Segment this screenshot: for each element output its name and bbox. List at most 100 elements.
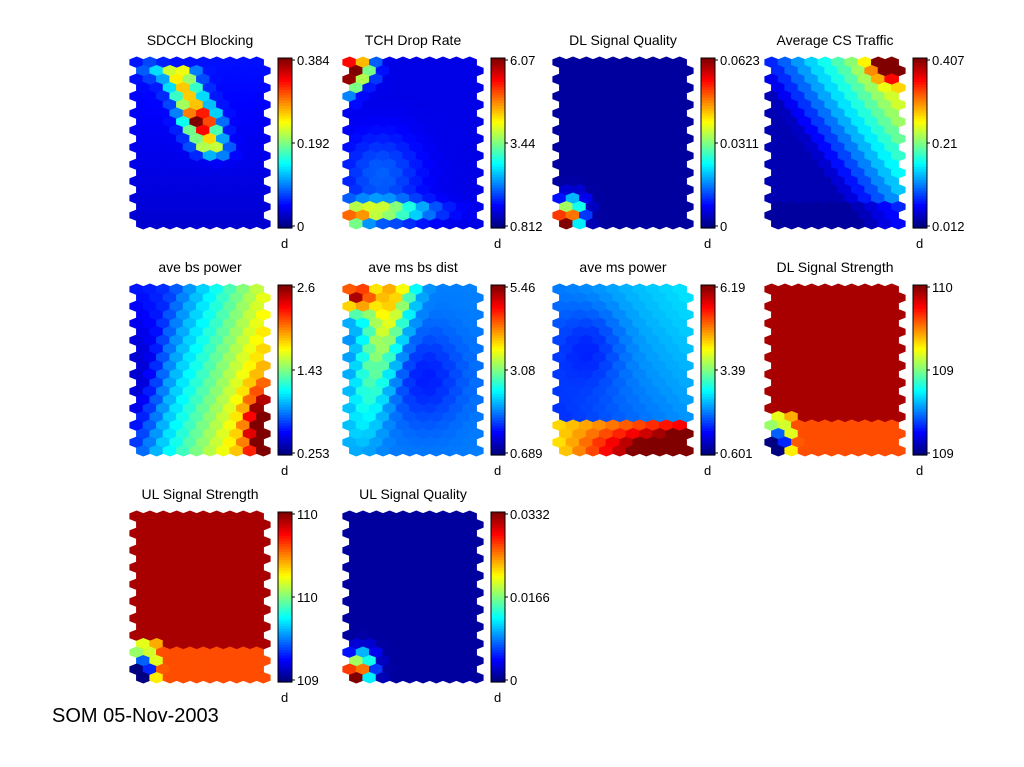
hex-cell xyxy=(884,107,899,120)
hex-cell xyxy=(652,427,667,440)
hex-cell xyxy=(209,317,224,330)
hex-cell xyxy=(771,98,786,111)
hex-cell xyxy=(209,209,224,222)
hex-cell xyxy=(242,308,258,321)
hex-cell xyxy=(369,175,384,188)
hex-cell xyxy=(612,325,627,338)
hex-cell xyxy=(864,291,879,304)
colorbar-step xyxy=(701,95,715,99)
hex-cell xyxy=(375,200,391,213)
hex-cell xyxy=(455,603,471,616)
hex-cell xyxy=(429,166,444,179)
hex-cell xyxy=(891,325,906,338)
hex-cell xyxy=(222,419,238,432)
colorbar-step xyxy=(913,343,927,347)
colorbar-step xyxy=(278,631,292,635)
hex-cell xyxy=(449,317,464,330)
hex-grid xyxy=(129,510,271,684)
colorbar-step xyxy=(491,375,505,379)
hex-cell xyxy=(559,325,574,338)
hex-cell xyxy=(429,183,444,196)
colorbar-tick-label: 110 xyxy=(932,280,953,295)
hex-cell xyxy=(871,124,886,137)
hex-cell xyxy=(136,98,151,111)
hex-cell xyxy=(402,427,417,440)
hex-cell xyxy=(824,308,839,321)
colorbar-step xyxy=(701,89,715,94)
hex-cell xyxy=(189,81,204,94)
colorbar-step xyxy=(491,428,505,432)
hex-cell xyxy=(209,663,224,676)
hex-cell xyxy=(599,427,614,440)
hex-cell xyxy=(592,351,607,364)
hex-cell xyxy=(811,200,826,213)
hex-cell xyxy=(189,308,204,321)
hex-cell xyxy=(672,402,687,415)
hex-cell xyxy=(455,552,471,565)
colorbar-step xyxy=(278,586,292,590)
hex-cell xyxy=(639,325,654,338)
hex-cell xyxy=(565,334,581,347)
colorbar-step xyxy=(278,76,292,80)
colorbar-step xyxy=(491,644,505,649)
hex-cell xyxy=(409,192,424,205)
hex-cell xyxy=(585,444,601,457)
hex-cell xyxy=(462,124,477,137)
hex-cell xyxy=(455,217,471,230)
colorbar-step xyxy=(701,433,715,438)
hex-cell xyxy=(162,115,178,128)
colorbar-step xyxy=(491,348,505,353)
colorbar-step xyxy=(913,340,927,345)
colorbar-step xyxy=(701,158,715,163)
hex-cell xyxy=(216,376,231,389)
hex-cell xyxy=(176,308,191,321)
hex-cell xyxy=(395,663,411,676)
hex-cell xyxy=(645,300,661,313)
hex-cell xyxy=(156,107,171,120)
hex-cell xyxy=(632,175,647,188)
colorbar-step xyxy=(491,562,505,566)
hex-cell xyxy=(216,359,231,372)
hex-cell xyxy=(435,510,451,523)
hex-cell xyxy=(831,158,846,171)
hex-cell xyxy=(449,107,464,120)
colorbar-unit-label: d xyxy=(494,463,501,478)
colorbar-step xyxy=(913,375,927,379)
hex-cell xyxy=(395,578,411,591)
colorbar-step xyxy=(278,647,292,651)
hex-cell xyxy=(222,209,238,222)
hex-cell xyxy=(189,217,204,230)
hex-cell xyxy=(652,81,667,94)
hex-cell xyxy=(864,98,879,111)
hex-cell xyxy=(837,149,853,162)
colorbar-tick-label: 110 xyxy=(297,507,318,522)
hex-cell xyxy=(129,629,144,642)
hex-cell xyxy=(189,200,204,213)
hex-cell xyxy=(342,578,357,591)
hex-cell xyxy=(222,317,238,330)
hex-cell xyxy=(362,64,377,77)
colorbar-step xyxy=(278,63,292,67)
hex-cell xyxy=(771,217,786,230)
hex-cell xyxy=(355,90,371,103)
hex-cell xyxy=(844,334,859,347)
colorbar-step xyxy=(278,615,292,619)
hex-cell xyxy=(395,527,411,540)
hex-cell xyxy=(355,561,371,574)
hex-cell xyxy=(645,73,661,86)
colorbar-step xyxy=(278,639,292,643)
hex-cell xyxy=(355,527,371,540)
hex-cell xyxy=(435,107,451,120)
hex-cell xyxy=(585,410,601,423)
colorbar-step xyxy=(491,674,505,678)
hex-cell xyxy=(249,158,264,171)
colorbar-step xyxy=(278,415,292,419)
hex-cell xyxy=(249,300,264,313)
hex-cell xyxy=(242,552,258,565)
hex-cell xyxy=(236,141,251,154)
hex-cell xyxy=(871,107,886,120)
hex-cell xyxy=(229,359,244,372)
colorbar-step xyxy=(491,396,505,400)
colorbar-step xyxy=(491,111,505,115)
hex-cell xyxy=(639,166,654,179)
